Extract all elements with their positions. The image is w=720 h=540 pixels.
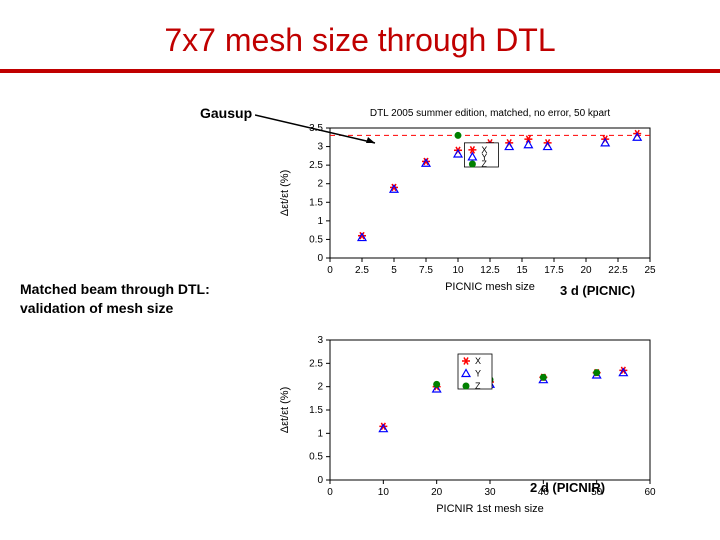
svg-text:0.5: 0.5 [309, 452, 323, 463]
svg-text:2.5: 2.5 [309, 160, 323, 171]
svg-text:Y: Y [475, 369, 481, 379]
svg-text:1.5: 1.5 [309, 197, 323, 208]
chart-2d-picnir: 010203040506000.511.522.53PICNIR 1st mes… [270, 322, 670, 537]
svg-text:2: 2 [317, 179, 323, 190]
side-description: Matched beam through DTL: validation of … [20, 280, 220, 318]
page-title: 7x7 mesh size through DTL [0, 0, 720, 69]
svg-text:Δεt/εt (%): Δεt/εt (%) [279, 170, 291, 217]
title-underline [0, 69, 720, 73]
svg-text:PICNIR 1st mesh size: PICNIR 1st mesh size [436, 503, 544, 515]
svg-text:12.5: 12.5 [480, 265, 500, 276]
svg-text:Δεt/εt (%): Δεt/εt (%) [279, 387, 291, 434]
svg-text:22.5: 22.5 [608, 265, 628, 276]
svg-text:3: 3 [317, 335, 323, 346]
svg-text:DTL 2005 summer edition, match: DTL 2005 summer edition, matched, no err… [370, 108, 611, 119]
svg-text:0: 0 [317, 253, 323, 264]
svg-text:1: 1 [317, 428, 323, 439]
annotation-3d: 3 d (PICNIC) [560, 283, 635, 298]
svg-text:0: 0 [317, 475, 323, 486]
side-desc-line2: validation of mesh size [20, 300, 173, 316]
svg-text:0.5: 0.5 [309, 234, 323, 245]
svg-text:10: 10 [378, 487, 390, 498]
svg-text:X: X [475, 356, 481, 366]
svg-text:Z: Z [475, 381, 481, 391]
svg-text:10: 10 [452, 265, 464, 276]
svg-text:20: 20 [431, 487, 443, 498]
svg-text:1.5: 1.5 [309, 405, 323, 416]
svg-text:0: 0 [327, 487, 333, 498]
svg-text:15: 15 [516, 265, 528, 276]
annotation-2d: 2 d (PICNIR) [530, 480, 605, 495]
side-desc-line1: Matched beam through DTL: [20, 281, 210, 297]
svg-text:2.5: 2.5 [355, 265, 369, 276]
svg-text:7.5: 7.5 [419, 265, 433, 276]
svg-text:30: 30 [484, 487, 496, 498]
svg-text:60: 60 [644, 487, 656, 498]
svg-text:Z: Z [481, 159, 487, 169]
svg-text:1: 1 [317, 216, 323, 227]
svg-text:20: 20 [580, 265, 592, 276]
gausup-label: Gausup [200, 105, 252, 121]
svg-text:5: 5 [391, 265, 397, 276]
gausup-arrow [255, 113, 395, 153]
svg-text:PICNIC mesh size: PICNIC mesh size [445, 281, 535, 293]
svg-text:25: 25 [644, 265, 656, 276]
svg-text:0: 0 [327, 265, 333, 276]
svg-text:17.5: 17.5 [544, 265, 564, 276]
svg-text:2.5: 2.5 [309, 358, 323, 369]
svg-text:2: 2 [317, 382, 323, 393]
